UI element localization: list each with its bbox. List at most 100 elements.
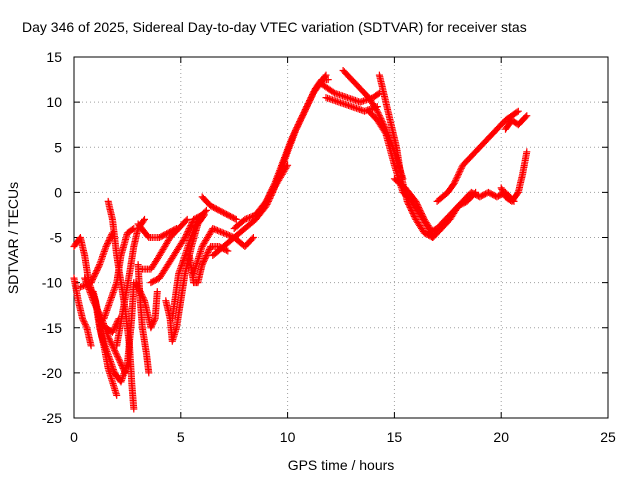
data-point xyxy=(133,280,141,288)
data-points xyxy=(70,67,531,413)
data-point xyxy=(232,215,240,223)
data-point xyxy=(113,391,121,399)
data-point xyxy=(297,115,305,123)
data-point xyxy=(115,355,123,363)
y-tick-label: 0 xyxy=(54,184,62,200)
data-point xyxy=(95,262,103,270)
data-point xyxy=(147,324,155,332)
data-point xyxy=(372,106,380,114)
data-point xyxy=(101,341,109,349)
data-point xyxy=(373,107,381,115)
data-point xyxy=(134,283,142,291)
data-point xyxy=(119,373,127,381)
data-point xyxy=(269,188,277,196)
data-point xyxy=(304,100,312,108)
data-point xyxy=(513,190,521,198)
data-point xyxy=(321,72,329,80)
data-point xyxy=(293,124,301,132)
data-point xyxy=(305,98,313,106)
data-point xyxy=(198,243,206,250)
data-point xyxy=(375,112,383,120)
data-point xyxy=(107,339,115,347)
data-point xyxy=(374,90,382,98)
data-point xyxy=(106,337,114,345)
data-point xyxy=(296,116,304,124)
data-point xyxy=(182,217,190,225)
data-point xyxy=(106,336,114,344)
data-point xyxy=(410,212,418,220)
data-point xyxy=(206,229,214,237)
data-point xyxy=(301,106,309,114)
data-point xyxy=(163,240,171,247)
data-point xyxy=(248,235,256,243)
y-tick-label: 15 xyxy=(46,49,62,65)
data-point xyxy=(299,112,307,120)
data-point xyxy=(149,319,157,327)
data-point xyxy=(180,235,188,243)
data-point xyxy=(415,205,423,213)
x-tick-labels: 0 5 10 15 20 25 xyxy=(70,429,616,445)
data-point xyxy=(138,291,146,299)
data-point xyxy=(472,188,480,196)
data-point xyxy=(108,328,116,336)
data-point xyxy=(109,327,117,335)
data-point xyxy=(141,215,148,223)
data-point xyxy=(136,288,144,296)
x-axis-label: GPS time / hours xyxy=(288,457,395,473)
data-point xyxy=(94,265,101,273)
data-point xyxy=(129,225,136,233)
data-point xyxy=(140,217,148,225)
data-point xyxy=(182,232,190,240)
data-point xyxy=(112,349,120,357)
data-point xyxy=(93,267,101,275)
data-point xyxy=(263,196,271,204)
data-point xyxy=(104,240,111,247)
data-point xyxy=(138,292,146,300)
y-tick-label: -25 xyxy=(42,410,62,426)
data-point xyxy=(185,226,193,234)
data-point xyxy=(184,228,192,235)
data-point xyxy=(92,268,100,276)
data-point xyxy=(84,284,92,292)
data-point xyxy=(140,295,148,303)
data-point xyxy=(109,343,117,351)
data-point xyxy=(181,234,189,241)
data-point xyxy=(200,256,208,264)
data-point xyxy=(113,351,121,359)
data-point xyxy=(413,199,420,207)
data-point xyxy=(89,276,96,284)
x-tick-label: 25 xyxy=(600,429,616,445)
data-point xyxy=(306,97,314,105)
y-tick-label: -5 xyxy=(50,230,63,246)
data-point xyxy=(201,255,209,263)
data-point xyxy=(231,215,239,223)
data-point xyxy=(453,173,461,181)
data-point xyxy=(113,352,121,360)
data-point xyxy=(135,285,143,293)
data-point xyxy=(202,206,210,214)
data-point xyxy=(139,294,147,302)
data-point xyxy=(81,319,89,327)
y-tick-label: -15 xyxy=(42,320,62,336)
data-point xyxy=(455,169,463,177)
data-point xyxy=(88,277,96,285)
data-point xyxy=(87,342,95,350)
data-point xyxy=(455,170,462,178)
data-point xyxy=(86,289,94,297)
data-point xyxy=(210,225,218,233)
data-point xyxy=(418,209,425,217)
data-point xyxy=(81,321,89,329)
data-point xyxy=(150,318,158,326)
data-point xyxy=(498,185,506,193)
data-point xyxy=(303,103,311,111)
data-point xyxy=(374,109,382,117)
data-point xyxy=(79,315,86,323)
x-tick-label: 5 xyxy=(177,429,185,445)
data-point xyxy=(222,246,230,254)
data-point xyxy=(137,289,145,297)
data-point xyxy=(298,113,306,121)
data-point xyxy=(145,369,153,377)
data-point xyxy=(81,274,89,282)
data-point xyxy=(185,238,193,246)
